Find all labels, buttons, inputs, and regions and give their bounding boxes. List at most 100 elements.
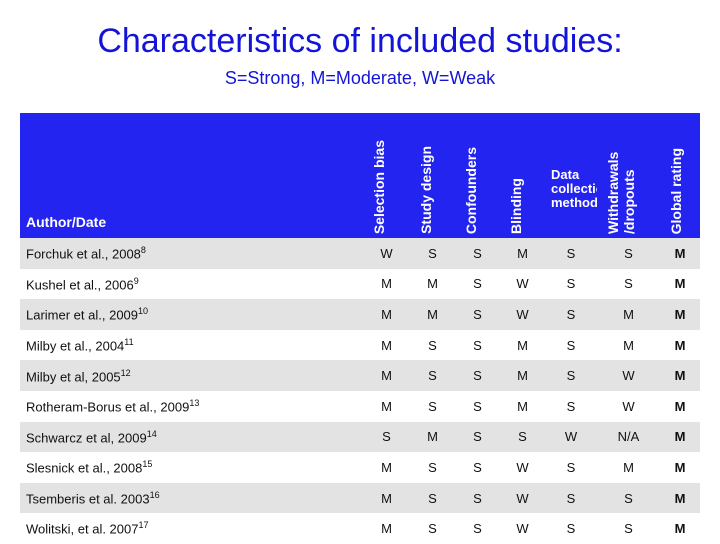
rating-cell: M [363,299,410,330]
table-body: Forchuk et al., 20088 W S S M S S M Kushel et al… [20,238,700,544]
rating-cell: S [410,329,455,361]
rating-cell: M [410,421,455,453]
header-cell: Withdrawals /dropouts [597,113,660,238]
reference: 12 [120,367,131,378]
studies-table: Author/Date Selection bias Study design Con… [20,113,700,544]
header-cell: Study design [410,113,455,238]
table-row: Wolitski, et al. 200717 M S S W S S M [20,513,700,544]
rating-cell: S [545,513,597,544]
reference: 15 [142,459,153,470]
header-label: Withdrawals /dropouts [605,151,637,234]
author-cell: Wolitski, et al. 200717 [20,513,363,544]
rating-cell: M [363,268,410,300]
rating-cell: M [363,390,410,422]
table-row: Kushel et al., 20069 M M S W S S M [20,268,700,300]
table-row: Larimer et al., 200910 M M S W S M M [20,299,700,330]
table-row: Slesnick et al., 200815 M S S W S M M [20,452,700,483]
rating-cell: S [455,421,500,453]
rating-cell: S [410,360,455,391]
table-row: Milby et al, 200512 M S S M S W M [20,360,700,391]
rating-cell: S [545,299,597,330]
rating-cell: S [597,238,660,269]
rating-cell: M [410,268,455,300]
table-row: Forchuk et al., 20088 W S S M S S M [20,238,700,269]
table-row: Rotheram-Borus et al., 200913 M S S M S W M [20,390,700,422]
rating-cell: M [597,299,660,330]
rating-cell: M [500,390,545,422]
rating-cell: W [500,482,545,514]
rating-cell: S [363,421,410,453]
rating-cell: S [545,390,597,422]
title: Characteristics of included studies: [97,22,623,60]
rating-cell: S [597,513,660,544]
rating-cell: M [660,452,700,483]
rating-cell: S [597,268,660,300]
rating-cell: M [660,238,700,269]
rating-cell: M [363,482,410,514]
rating-cell: S [455,360,500,391]
rating-cell: M [363,360,410,391]
reference: 13 [189,398,200,409]
rating-cell: S [597,482,660,514]
rating-cell: M [660,513,700,544]
rating-cell: M [660,299,700,330]
rating-cell: M [660,329,700,361]
author: Tsemberis et al. 2003 [26,491,150,507]
rating-cell: M [500,329,545,361]
rating-cell: M [660,360,700,391]
rating-cell: S [455,329,500,361]
author: Rotheram-Borus et al., 2009 [26,399,190,415]
rating-cell: M [410,299,455,330]
header-cell: Selection bias [363,113,410,238]
table-row: Schwarcz et al, 200914 S M S S W N/A M [20,421,700,453]
rating-cell: S [455,299,500,330]
subtitle: S=Strong, M=Moderate, W=Weak [224,68,496,88]
rating-cell: S [455,513,500,544]
rating-cell: M [660,421,700,453]
rating-cell: M [597,452,660,483]
reference: 9 [133,275,139,286]
rating-cell: S [500,421,545,453]
header-label: Selection bias [371,139,387,234]
rating-cell: W [597,360,660,391]
rating-cell: S [545,329,597,361]
rating-cell: W [597,390,660,422]
author: Larimer et al., 2009 [26,307,139,323]
rating-cell: S [545,360,597,391]
rating-cell: M [660,482,700,514]
author: Milby et al., 2004 [26,338,125,354]
reference: 16 [149,489,160,500]
rating-cell: S [455,452,500,483]
rating-cell: M [660,390,700,422]
rating-cell: M [500,238,545,269]
rating-cell: W [500,452,545,483]
author-cell: Larimer et al., 200910 [20,299,363,330]
rating-cell: M [500,360,545,391]
author-cell: Slesnick et al., 200815 [20,452,363,483]
author-cell: Schwarcz et al, 200914 [20,421,363,453]
rating-cell: M [597,329,660,361]
reference: 8 [140,245,146,256]
rating-cell: S [545,482,597,514]
rating-cell: S [455,390,500,422]
rating-cell: M [363,452,410,483]
header-row: Author/Date Selection bias Study design Con… [20,113,700,238]
rating-cell: S [410,482,455,514]
rating-cell: S [545,238,597,269]
rating-cell: S [410,238,455,269]
author-cell: Milby et al., 200411 [20,329,363,361]
header-label: Study design [418,146,434,234]
rating-cell: S [545,268,597,300]
table-row: Milby et al., 200411 M S S M S M M [20,329,700,361]
rating-cell: W [545,421,597,453]
rating-cell: S [455,482,500,514]
author: Schwarcz et al, 2009 [26,430,147,446]
header-label: Data collection methods [551,168,597,210]
reference: 17 [138,520,149,531]
table-row: Tsemberis et al. 200316 M S S W S S M [20,482,700,514]
header-cell: Author/Date [20,113,363,238]
author-cell: Milby et al, 200512 [20,360,363,391]
rating-cell: S [455,238,500,269]
author: Slesnick et al., 2008 [26,460,143,476]
